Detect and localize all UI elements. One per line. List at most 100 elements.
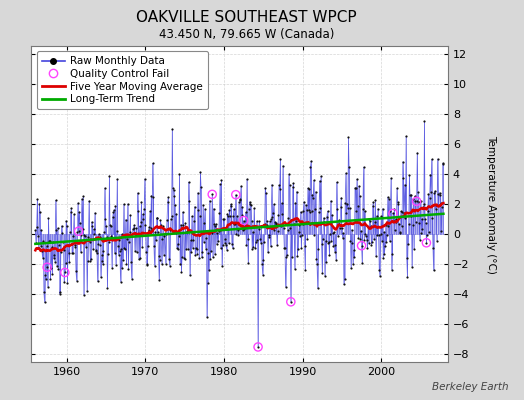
- Point: [67, 208, 75, 215]
- Point: [269, 210, 277, 216]
- Point: [197, 184, 205, 190]
- Point: [310, 177, 318, 184]
- Point: [379, 229, 388, 235]
- Point: [319, 236, 327, 242]
- Point: [156, 217, 165, 223]
- Point: [292, 188, 301, 195]
- Point: [50, 252, 59, 258]
- Point: [195, 213, 204, 219]
- Point: [65, 259, 73, 265]
- Point: [51, 197, 60, 204]
- Point: [204, 250, 212, 256]
- Point: [223, 210, 232, 217]
- Point: [173, 240, 182, 247]
- Point: [110, 207, 118, 213]
- Point: [143, 260, 151, 267]
- Point: [37, 243, 45, 249]
- Point: [166, 227, 174, 233]
- Point: [386, 238, 394, 244]
- Point: [47, 264, 56, 271]
- Point: [66, 228, 74, 235]
- Point: [261, 184, 269, 191]
- Point: [413, 150, 421, 156]
- Point: [74, 228, 83, 234]
- Point: [56, 289, 64, 295]
- Point: [167, 216, 175, 223]
- Point: [232, 192, 240, 198]
- Point: [258, 271, 267, 278]
- Point: [326, 230, 334, 237]
- Point: [352, 208, 361, 214]
- Point: [72, 268, 80, 274]
- Point: [274, 212, 282, 218]
- Point: [127, 259, 135, 266]
- Point: [365, 216, 374, 222]
- Point: [89, 246, 97, 252]
- Point: [439, 160, 447, 167]
- Point: [93, 278, 102, 284]
- Point: [340, 276, 348, 282]
- Point: [79, 193, 88, 200]
- Point: [56, 290, 64, 297]
- Point: [235, 199, 243, 206]
- Point: [344, 204, 352, 211]
- Point: [248, 229, 257, 236]
- Point: [334, 233, 342, 239]
- Point: [299, 208, 308, 214]
- Point: [302, 202, 310, 208]
- Point: [201, 206, 209, 212]
- Point: [357, 242, 366, 249]
- Point: [242, 209, 250, 216]
- Point: [281, 284, 290, 290]
- Point: [363, 245, 372, 251]
- Point: [376, 231, 385, 238]
- Point: [183, 228, 191, 234]
- Point: [315, 178, 324, 184]
- Point: [192, 246, 201, 252]
- Point: [384, 223, 392, 230]
- Point: [219, 216, 227, 222]
- Point: [422, 240, 431, 246]
- Point: [265, 232, 273, 238]
- Point: [270, 227, 279, 233]
- Point: [379, 255, 387, 262]
- Point: [124, 201, 132, 207]
- Point: [339, 235, 347, 241]
- Point: [287, 299, 295, 305]
- Point: [344, 134, 353, 140]
- Point: [178, 254, 187, 260]
- Point: [111, 250, 119, 256]
- Point: [263, 222, 271, 229]
- Point: [80, 232, 89, 238]
- Point: [281, 244, 289, 251]
- Point: [328, 238, 336, 244]
- Point: [52, 227, 60, 233]
- Point: [305, 208, 314, 215]
- Point: [294, 228, 303, 235]
- Point: [48, 270, 57, 277]
- Point: [200, 220, 209, 226]
- Point: [339, 230, 347, 236]
- Point: [51, 258, 59, 265]
- Point: [87, 256, 95, 262]
- Point: [350, 247, 358, 253]
- Point: [300, 198, 308, 205]
- Point: [319, 214, 328, 221]
- Point: [108, 214, 117, 221]
- Point: [98, 251, 106, 258]
- Point: [408, 222, 417, 228]
- Point: [203, 280, 212, 286]
- Point: [359, 164, 368, 170]
- Point: [169, 184, 177, 191]
- Point: [389, 210, 397, 217]
- Point: [41, 272, 49, 279]
- Point: [412, 219, 420, 225]
- Point: [300, 243, 309, 250]
- Point: [407, 212, 415, 219]
- Point: [57, 249, 65, 255]
- Point: [81, 233, 89, 240]
- Point: [277, 200, 286, 206]
- Point: [333, 206, 342, 212]
- Point: [32, 224, 41, 230]
- Point: [122, 216, 130, 223]
